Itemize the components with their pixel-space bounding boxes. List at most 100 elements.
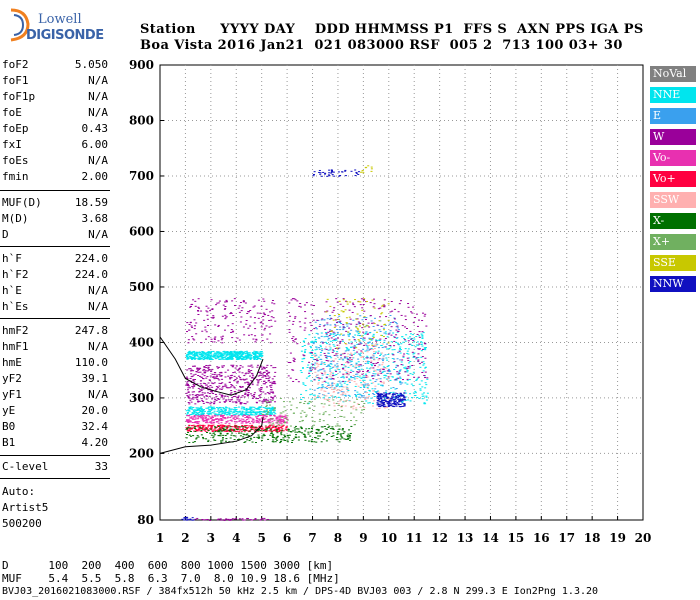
- echo-point: [221, 337, 224, 339]
- echo-point: [346, 384, 349, 386]
- echo-point: [276, 439, 279, 441]
- echo-point: [389, 405, 392, 407]
- echo-point: [234, 409, 237, 411]
- echo-point: [237, 414, 240, 416]
- echo-point: [194, 397, 197, 399]
- echo-point: [318, 171, 321, 173]
- echo-point: [231, 331, 234, 333]
- echo-point: [202, 419, 205, 421]
- echo-point: [215, 429, 218, 431]
- echo-point: [342, 299, 345, 301]
- echo-point: [263, 300, 266, 302]
- virtual-height-trace: [159, 417, 264, 454]
- echo-point: [344, 365, 347, 367]
- echo-point: [406, 378, 409, 380]
- echo-point: [308, 334, 311, 336]
- echo-point: [229, 419, 232, 421]
- echo-point: [330, 376, 333, 378]
- echo-point: [208, 359, 211, 361]
- echo-point: [235, 413, 238, 415]
- echo-point: [245, 421, 248, 423]
- echo-point: [194, 305, 197, 307]
- echo-point: [251, 376, 254, 378]
- echo-point: [339, 415, 342, 417]
- echo-point: [210, 350, 213, 352]
- echo-point: [223, 519, 226, 521]
- echo-point: [210, 426, 213, 428]
- echo-point: [185, 376, 188, 378]
- echo-point: [256, 384, 259, 386]
- echo-point: [327, 337, 330, 339]
- echo-point: [248, 383, 251, 385]
- echo-point: [222, 407, 225, 409]
- echo-point: [300, 416, 303, 418]
- echo-point: [225, 399, 228, 401]
- echo-point: [192, 370, 195, 372]
- echo-point: [315, 341, 318, 343]
- echo-point: [372, 367, 375, 369]
- echo-point: [376, 362, 379, 364]
- param-row: h`F2 224.0: [2, 268, 108, 284]
- echo-point: [332, 428, 335, 430]
- echo-point: [254, 412, 257, 414]
- param-row: yE 20.0: [2, 404, 108, 420]
- echo-point: [379, 394, 382, 396]
- echo-point: [225, 425, 228, 427]
- echo-point: [318, 393, 321, 395]
- echo-point: [329, 373, 332, 375]
- echo-point: [330, 435, 333, 437]
- echo-point: [224, 406, 227, 408]
- echo-point: [396, 396, 399, 398]
- echo-point: [261, 376, 264, 378]
- echo-point: [340, 364, 343, 366]
- echo-point: [368, 326, 371, 328]
- echo-point: [370, 170, 373, 172]
- echo-point: [350, 341, 353, 343]
- echo-point: [362, 379, 365, 381]
- echo-point: [343, 416, 346, 418]
- echo-point: [401, 402, 404, 404]
- echo-point: [286, 415, 289, 417]
- echo-point: [376, 395, 379, 397]
- echo-point: [205, 364, 208, 366]
- echo-point: [223, 308, 226, 310]
- echo-point: [266, 518, 269, 520]
- echo-point: [320, 372, 323, 374]
- echo-point: [357, 353, 360, 355]
- echo-point: [237, 352, 240, 354]
- echo-point: [209, 432, 212, 434]
- y-tick-label: 400: [129, 335, 154, 349]
- echo-point: [228, 400, 231, 402]
- echo-point: [188, 421, 191, 423]
- echo-point: [338, 175, 341, 177]
- echo-point: [387, 401, 390, 403]
- echo-point: [208, 379, 211, 381]
- echo-point: [201, 425, 204, 427]
- echo-point: [335, 370, 338, 372]
- echo-point: [324, 373, 327, 375]
- echo-point: [205, 426, 208, 428]
- echo-point: [386, 343, 389, 345]
- echo-point: [338, 315, 341, 317]
- echo-point: [208, 357, 211, 359]
- echo-point: [230, 392, 233, 394]
- echo-point: [304, 400, 307, 402]
- echo-point: [270, 411, 273, 413]
- echo-point: [338, 347, 341, 349]
- echo-point: [421, 345, 424, 347]
- echo-point: [280, 430, 283, 432]
- echo-point: [357, 173, 360, 175]
- echo-point: [200, 408, 203, 410]
- x-tick-label: 19: [609, 531, 626, 545]
- echo-point: [287, 437, 290, 439]
- echo-point: [375, 343, 378, 345]
- echo-point: [366, 347, 369, 349]
- echo-point: [382, 395, 385, 397]
- echo-point: [318, 169, 321, 171]
- echo-point: [191, 365, 194, 367]
- echo-point: [258, 358, 261, 360]
- echo-point: [197, 407, 200, 409]
- echo-point: [379, 380, 382, 382]
- echo-point: [230, 384, 233, 386]
- echo-point: [253, 421, 256, 423]
